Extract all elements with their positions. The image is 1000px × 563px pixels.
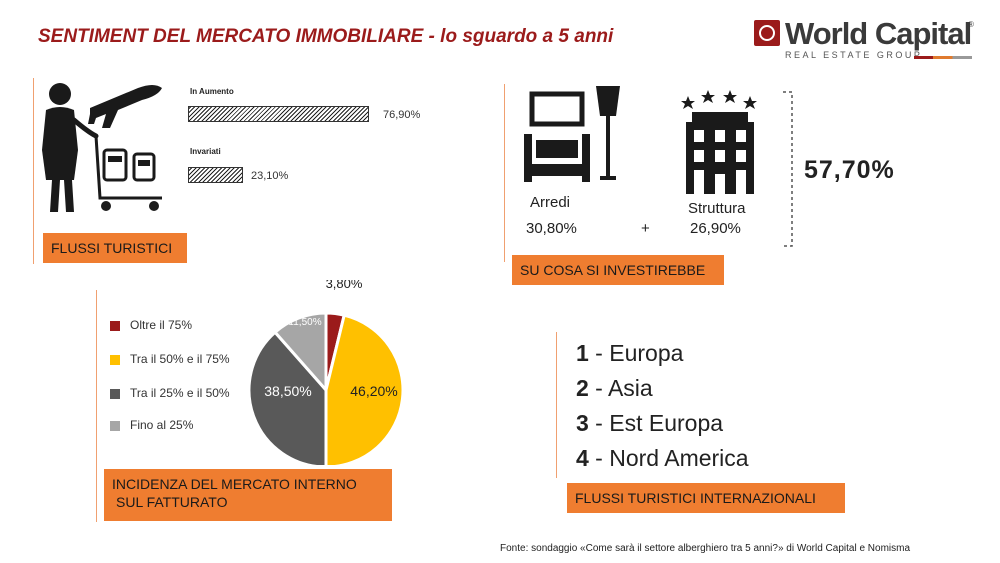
domestic-label-line2: SUL FATTURATO xyxy=(116,494,228,510)
furniture-icon xyxy=(524,86,620,182)
legend-item: Tra il 25% e il 50% xyxy=(110,386,230,400)
ranking-item: 3 - Est Europa xyxy=(576,410,724,436)
tourism-bar-invariati xyxy=(188,167,243,183)
investment-label: SU COSA SI INVESTIREBBE xyxy=(512,255,724,285)
legend-label: Tra il 50% e il 75% xyxy=(130,352,230,366)
legend-item: Fino al 25% xyxy=(110,418,193,432)
pie-data-label: 38,50% xyxy=(264,383,311,399)
domestic-label-line1: INCIDENZA DEL MERCATO INTERNO xyxy=(112,476,357,492)
legend-swatch xyxy=(110,320,120,331)
logo-registered: ® xyxy=(968,20,974,29)
legend-swatch xyxy=(110,388,120,399)
pie-data-label: 46,20% xyxy=(350,383,397,399)
logo-icon xyxy=(754,20,780,46)
international-label: FLUSSI TURISTICI INTERNAZIONALI xyxy=(567,483,845,513)
section-divider xyxy=(96,290,97,522)
pie-slice xyxy=(247,330,328,465)
pie-slice xyxy=(272,311,328,394)
source-note: Fonte: sondaggio «Come sarà il settore a… xyxy=(500,543,911,554)
section-divider xyxy=(556,332,557,478)
domestic-market-label: INCIDENZA DEL MERCATO INTERNO SUL FATTUR… xyxy=(104,469,392,521)
investment-item-label: Arredi xyxy=(530,194,571,211)
legend-swatch xyxy=(110,354,120,365)
investment-item-value: 26,90% xyxy=(690,220,741,237)
investment-total: 57,70% xyxy=(804,156,895,184)
world-capital-logo: World Capital ® REAL ESTATE GROUP xyxy=(754,16,974,62)
legend-item: Oltre il 75% xyxy=(110,318,192,332)
hotel-building-icon xyxy=(681,90,757,194)
traveler-icon xyxy=(42,83,162,212)
logo-stripe xyxy=(914,56,972,59)
section-divider xyxy=(504,84,505,262)
investment-plus: + xyxy=(641,220,650,237)
tourism-row-label: In Aumento xyxy=(190,87,234,96)
logo-subtitle: REAL ESTATE GROUP xyxy=(785,50,923,60)
ranking-item: 4 - Nord America xyxy=(576,445,749,471)
bracket-icon xyxy=(783,91,793,247)
flussi-turistici-label: FLUSSI TURISTICI xyxy=(43,233,187,263)
page-title: SENTIMENT DEL MERCATO IMMOBILIARE - lo s… xyxy=(38,26,614,47)
legend-swatch xyxy=(110,420,120,431)
logo-name: World Capital xyxy=(785,16,972,51)
tourism-bar-in-aumento xyxy=(188,106,369,122)
tourism-row-value: 76,90% xyxy=(383,109,421,121)
legend-label: Tra il 25% e il 50% xyxy=(130,386,230,400)
legend-label: Oltre il 75% xyxy=(130,318,193,332)
tourism-row-value: 23,10% xyxy=(251,170,289,182)
ranking-item: 2 - Asia xyxy=(576,375,653,401)
investment-item-label: Struttura xyxy=(688,200,746,217)
pie-data-label: 11,50% xyxy=(288,317,321,328)
ranking-item: 1 - Europa xyxy=(576,340,684,366)
pie-data-label: 3,80% xyxy=(326,280,363,291)
tourism-row-label: Invariati xyxy=(190,147,221,156)
section-divider xyxy=(33,78,34,264)
legend-item: Tra il 50% e il 75% xyxy=(110,352,230,366)
pie-slice xyxy=(324,313,405,465)
investment-item-value: 30,80% xyxy=(526,220,577,237)
pie-chart: 3,80% 46,20% 38,50% 11,50% xyxy=(247,280,405,465)
legend-label: Fino al 25% xyxy=(130,418,194,432)
